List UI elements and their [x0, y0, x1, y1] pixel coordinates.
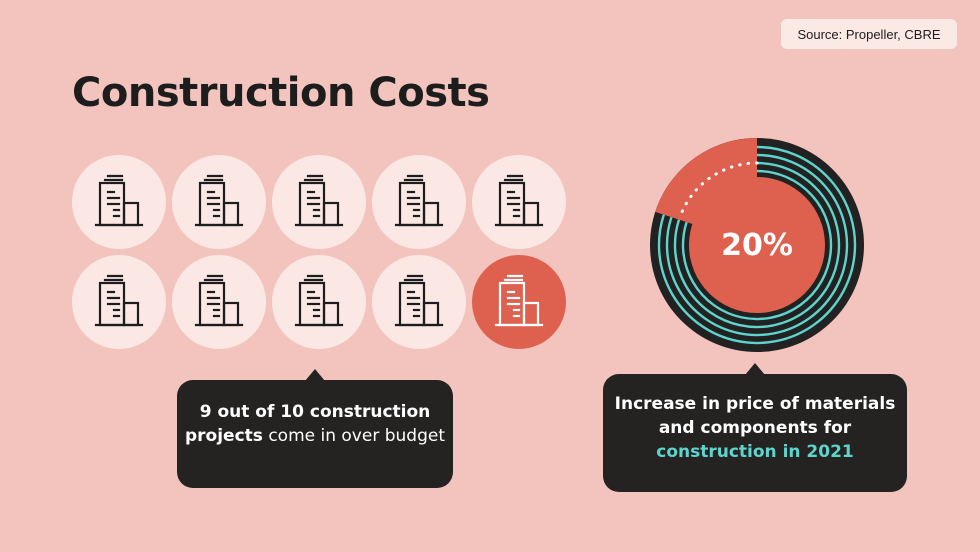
building-icon [172, 255, 266, 349]
projects-over-budget-callout: 9 out of 10 construction projects come i… [177, 380, 453, 488]
callout-regular-text: come in over budget [262, 426, 445, 446]
price-increase-callout: Increase in price of materials and compo… [603, 374, 907, 492]
building-icon [72, 155, 166, 249]
page-title: Construction Costs [72, 70, 490, 116]
building-icon [372, 255, 466, 349]
callout-text: Increase in price of materials and compo… [614, 394, 896, 438]
ring-line-4 [681, 169, 833, 321]
building-icon [272, 255, 366, 349]
ring-line-3 [673, 161, 841, 329]
ring-line-1 [657, 145, 857, 345]
percent-label: 20% [721, 227, 793, 263]
building-icon [272, 155, 366, 249]
callout-accent-text: construction in 2021 [656, 442, 854, 462]
callout-bold-text: 9 out of 10 construction projects [185, 402, 431, 446]
price-increase-ring-chart [650, 138, 864, 352]
ring-line-2 [665, 153, 849, 337]
building-icon [472, 155, 566, 249]
building-icon [172, 155, 266, 249]
building-icon [372, 155, 466, 249]
source-label: Source: Propeller, CBRE [781, 19, 957, 49]
building-icon-highlighted [472, 255, 566, 349]
building-icon [72, 255, 166, 349]
inner-disc [689, 177, 825, 313]
